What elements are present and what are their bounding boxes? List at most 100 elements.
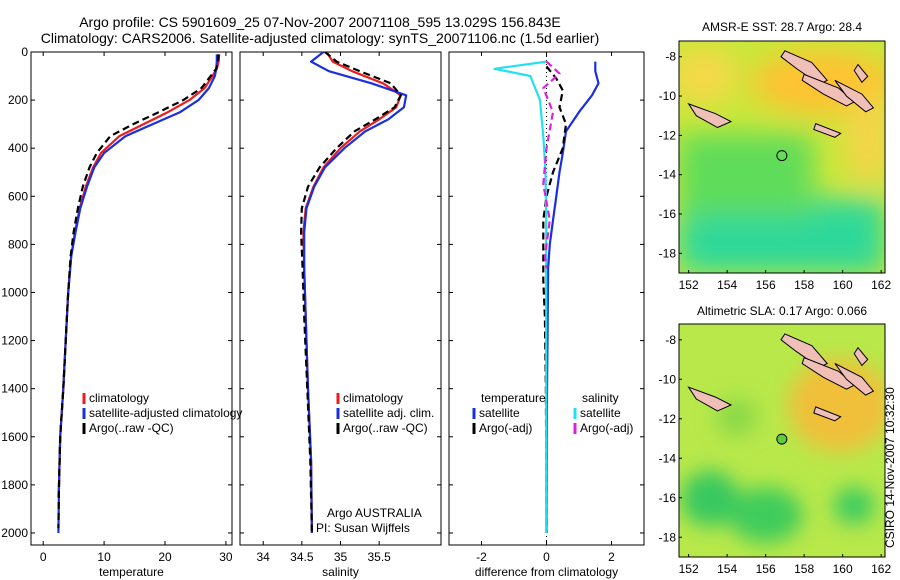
diff-series-satellite [493,60,548,533]
sla-lat-tick-label: -8 [665,333,676,347]
sst-island-5 [813,122,842,138]
sal-series-argo-raw-qc- [300,52,402,534]
sla-lon-tick-label: 156 [756,562,776,576]
sla-blobs [681,358,885,544]
depth-tick-label: 1000 [1,285,28,299]
sst-lon-tick-label: 162 [871,278,891,292]
sla-lon-tick-label: 162 [871,562,891,576]
diff-series-satellite [545,61,600,534]
sst-lon-tick-label: 160 [833,278,853,292]
temp-xtick-label: 20 [158,550,172,564]
sal-series-satellite-adj-clim- [303,52,408,534]
temp-legend-climatology-label: climatology [89,391,149,405]
sst-lat-tick-label: -8 [665,50,676,64]
sal-legend-argo-label: Argo(..raw -QC) [343,421,428,435]
diff-series-group [493,60,600,534]
sla-map-field [679,324,885,557]
diff-series-argo-adj- [542,65,568,534]
sst-lat-tick-label: -14 [659,168,677,182]
sla-lat-tick-label: -16 [659,491,677,505]
sst-lat-tick-label: -10 [659,89,677,103]
diff-series-argo-adj- [542,60,561,269]
sst-island-3 [853,63,869,84]
timestamp-stamp: CSIRO 14-Nov-2007 10:32:30 [883,387,897,548]
sla-sw-low [681,470,739,527]
temp-legend-argo-label: Argo(..raw -QC) [89,421,174,435]
sla-island-4 [687,386,733,412]
temp-series-group [57,54,221,534]
sal-xlabel: salinity [322,565,359,579]
depth-tick-label: 1200 [1,334,28,348]
sal-legend-climatology-label: climatology [343,391,403,405]
diff-legend-temp-satellite-label: satellite [479,406,520,420]
sal-xtick-label: 35.5 [367,550,391,564]
sst-west-cool [679,133,813,215]
depth-tick-label: 1400 [1,382,28,396]
sla-lat-tick-label: -12 [659,412,677,426]
credit-line1: Argo AUSTRALIA [327,506,422,520]
temp-xtick-label: 0 [40,550,47,564]
sst-map-title: AMSR-E SST: 28.7 Argo: 28.4 [701,20,863,34]
sst-argo-position-marker [776,150,788,162]
depth-tick-label: 800 [8,237,28,251]
sla-lon-tick-label: 152 [679,562,699,576]
depth-tick-label: 1800 [1,478,28,492]
sal-legend-satellite-label: satellite adj. clim. [343,406,434,420]
sla-mid-low [716,398,758,436]
sst-lon-tick-label: 152 [679,278,699,292]
sla-lat-tick-label: -18 [659,530,677,544]
sst-nw-warm [679,47,737,104]
sla-lon-tick-label: 154 [717,562,737,576]
sla-se-low [833,487,875,525]
depth-tick-label: 200 [8,93,28,107]
sst-lon-tick-label: 156 [756,278,776,292]
sst-map-frame [678,40,886,274]
sst-lat-tick-label: -12 [659,128,677,142]
sal-xtick-label: 34 [257,550,271,564]
diff-xtick-label: 0 [543,550,550,564]
diff-xtick-label: -2 [476,550,487,564]
sst-lon-tick-label: 154 [717,278,737,292]
sst-map-field [679,41,885,273]
depth-tick-label: 1600 [1,430,28,444]
temp-plot-frame [30,51,233,546]
sst-island-4 [687,102,733,129]
diff-legend-temperature-header: temperature [481,391,546,405]
sla-lon-tick-label: 158 [794,562,814,576]
credit-line2: PI: Susan Wijffels [316,521,410,535]
diff-legend-temp-argo-label: Argo(-adj) [479,421,532,435]
sla-map-title: Altimetric SLA: 0.17 Argo: 0.066 [696,304,868,318]
sla-lon-tick-label: 160 [833,562,853,576]
sst-lon-tick-label: 158 [794,278,814,292]
depth-tick-label: 0 [21,45,28,59]
sst-lat-tick-label: -16 [659,207,677,221]
sal-xtick-label: 35 [334,550,348,564]
temp-xlabel: temperature [99,565,164,579]
sla-lat-tick-label: -10 [659,372,677,386]
depth-tick-label: 600 [8,189,28,203]
sst-east-warm [843,92,885,185]
temp-xtick-label: 10 [97,550,111,564]
chart-title-line2: Climatology: CARS2006. Satellite-adjuste… [40,30,600,46]
temp-xtick-label: 30 [219,550,233,564]
sst-blobs [679,47,885,273]
sla-island-2 [834,363,875,396]
sla-argo-position-marker [776,433,788,445]
diff-legend-salinity-header: salinity [582,391,619,405]
sla-south-low [728,487,803,544]
sla-island-1 [801,356,856,390]
sal-series-group [300,52,408,534]
sla-lat-tick-label: -14 [659,451,677,465]
diff-legend-sal-argo-label: Argo(-adj) [580,421,633,435]
sla-island-3 [853,346,869,367]
temp-series-argo-raw-qc- [57,54,220,529]
depth-tick-label: 2000 [1,526,28,540]
sla-map-frame [678,323,886,558]
sla-island-5 [813,406,842,422]
diff-xlabel: difference from climatology [475,565,618,579]
temp-legend-satellite-label: satellite-adjusted climatology [89,406,242,420]
diff-legend-sal-satellite-label: satellite [580,406,621,420]
sst-lat-tick-label: -18 [659,246,677,260]
sal-plot-frame [239,51,442,546]
